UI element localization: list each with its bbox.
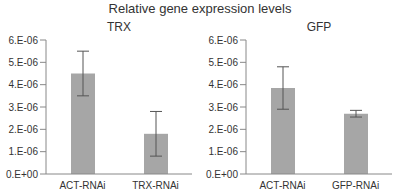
svg-text:0.E+00: 0.E+00 (206, 169, 238, 180)
svg-text:2.E-06: 2.E-06 (9, 124, 39, 135)
svg-text:3.E-06: 3.E-06 (9, 102, 39, 113)
svg-text:GFP-RNAi: GFP-RNAi (332, 180, 379, 191)
svg-text:1.E-06: 1.E-06 (209, 146, 239, 157)
svg-text:ACT-RNAi: ACT-RNAi (259, 180, 305, 191)
svg-text:1.E-06: 1.E-06 (9, 146, 39, 157)
svg-text:5.E-06: 5.E-06 (209, 57, 239, 68)
svg-text:5.E-06: 5.E-06 (9, 57, 39, 68)
html-text:TRX: TRX (107, 20, 131, 34)
svg-text:6.E-06: 6.E-06 (209, 35, 239, 46)
svg-text:0.E+00: 0.E+00 (8, 169, 38, 180)
svg-text:4.E-06: 4.E-06 (209, 79, 239, 90)
html-text:GFP: GFP (306, 20, 332, 34)
svg-text:4.E-06: 4.E-06 (9, 79, 39, 90)
svg-text:3.E-06: 3.E-06 (209, 102, 239, 113)
svg-text:TRX-RNAi: TRX-RNAi (132, 180, 179, 191)
svg-text:2.E-06: 2.E-06 (209, 124, 239, 135)
html-text:Relative gene expression level: Relative gene expression levels (108, 1, 292, 16)
svg-text:ACT-RNAi: ACT-RNAi (59, 180, 105, 191)
svg-text:6.E-06: 6.E-06 (9, 35, 39, 46)
